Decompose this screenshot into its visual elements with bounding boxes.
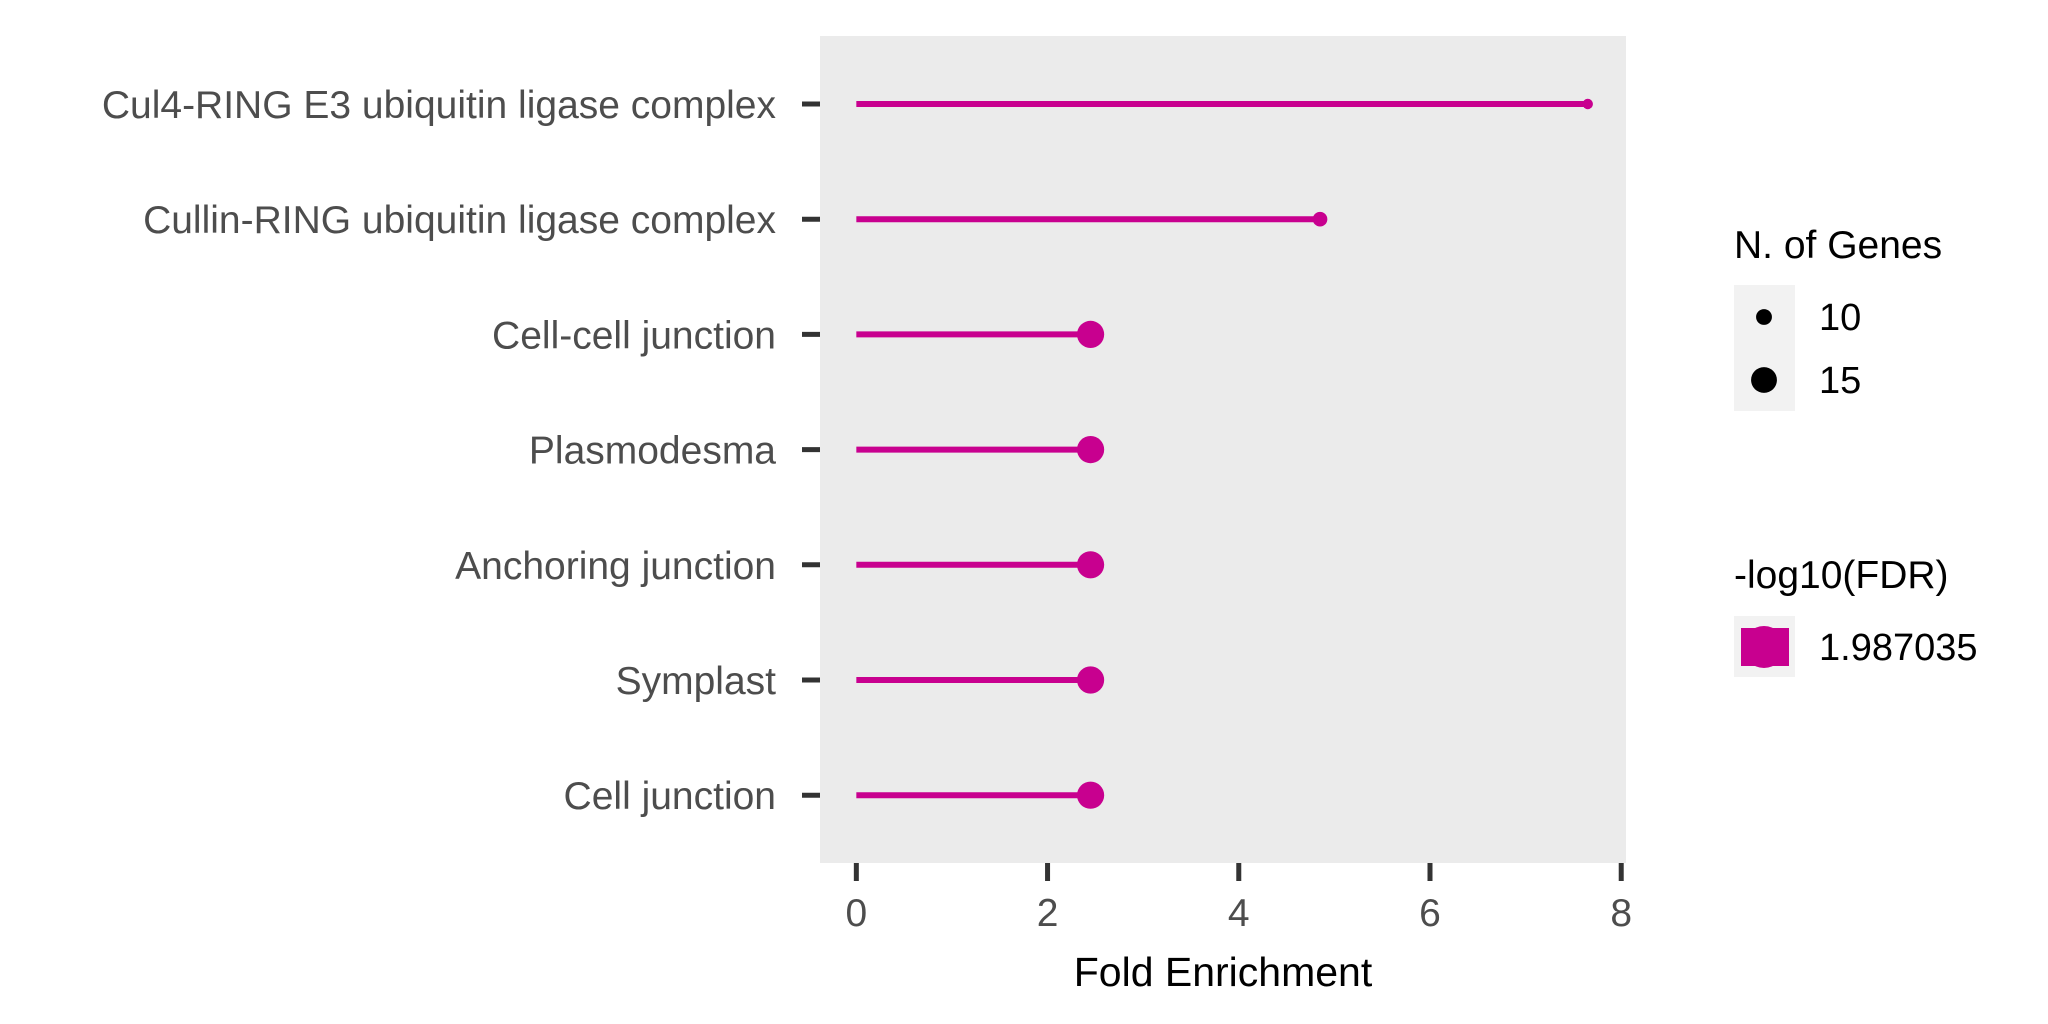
x-axis-title: Fold Enrichment	[1074, 949, 1373, 995]
y-tick-label: Plasmodesma	[529, 430, 776, 473]
legend: N. of Genes 10 15 -log10(FDR) 1.987035	[1734, 224, 1978, 677]
lollipop-point	[1076, 551, 1105, 579]
x-tick-label: 0	[845, 892, 867, 935]
legend-color-swatch-point	[1743, 626, 1785, 668]
x-tick-label: 2	[1037, 892, 1059, 935]
legend-size-swatch	[1751, 367, 1777, 393]
lollipop-point	[1076, 436, 1105, 464]
y-tick-label: Anchoring junction	[455, 545, 776, 588]
lollipop-point	[1076, 320, 1105, 348]
y-tick-label: Cullin-RING ubiquitin ligase complex	[143, 199, 776, 242]
x-tick-label: 8	[1610, 892, 1632, 935]
legend-color-entries: 1.987035	[1741, 626, 1978, 669]
legend-size-label: 10	[1819, 297, 1861, 339]
y-tick-label: Cell junction	[564, 775, 776, 818]
y-tick-label: Symplast	[616, 660, 777, 703]
legend-size-entries: 10 15	[1751, 297, 1861, 402]
x-tick-label: 6	[1419, 892, 1441, 935]
legend-size-swatch	[1756, 309, 1772, 325]
x-tick-label: 4	[1228, 892, 1250, 935]
lollipop-layer	[856, 98, 1593, 809]
legend-color-label: 1.987035	[1819, 627, 1978, 669]
legend-color-title: -log10(FDR)	[1734, 554, 1949, 597]
y-tick-label: Cul4-RING E3 ubiquitin ligase complex	[102, 84, 777, 127]
y-axis: Cul4-RING E3 ubiquitin ligase complex Cul…	[102, 84, 820, 818]
y-tick-label: Cell-cell junction	[492, 314, 776, 357]
lollipop-point	[1582, 98, 1593, 110]
lollipop-point	[1312, 211, 1328, 227]
lollipop-point	[1076, 666, 1105, 694]
legend-size-label: 15	[1819, 360, 1861, 402]
x-axis: 0 2 4 6 8	[845, 863, 1632, 935]
lollipop-point	[1076, 781, 1105, 809]
legend-size-title: N. of Genes	[1734, 224, 1942, 267]
